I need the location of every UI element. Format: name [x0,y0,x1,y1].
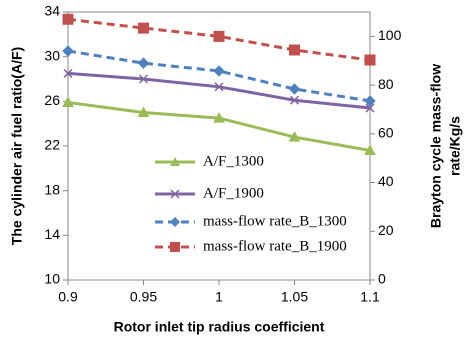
marker [63,68,73,78]
marker [364,54,376,66]
y-tick-label: 30 [44,47,60,63]
series-line [67,100,371,152]
marker [138,22,149,34]
legend-label: mass-flow rate_B_1900 [203,238,347,254]
y-tick-label: 22 [44,137,60,153]
legend-marker [170,242,180,252]
y2-tick-label: 60 [378,125,394,141]
marker [62,13,74,25]
x-tick-label: 1 [215,289,223,305]
marker [289,44,300,56]
legend-marker [170,217,180,227]
x-axis-title: Rotor inlet tip radius coefficient [114,319,325,335]
x-tick-label: 1.1 [360,289,380,305]
marker [288,83,301,95]
marker [288,131,301,142]
y-tick-label: 34 [44,3,60,19]
y2-axis-title: rate/Kg/s [447,116,463,176]
x-tick-label: 0.9 [58,289,78,305]
y2-axis-title: Brayton cycle mass-flow [428,64,444,228]
marker [213,112,225,123]
y-axis-title: The cylinder air fuel ratio(A/F) [9,47,25,245]
legend-label: mass-flow rate_B_1300 [203,213,347,229]
y2-tick-label: 20 [378,222,394,238]
marker [289,95,300,105]
y2-tick-label: 80 [378,76,394,92]
legend-label: A/F_1900 [203,185,264,201]
series-line [67,17,371,62]
y2-tick-label: 0 [378,271,386,287]
marker [62,96,74,107]
y2-tick-label: 40 [378,173,394,189]
y2-tick-label: 100 [378,27,402,43]
marker [138,74,149,84]
marker [214,82,224,92]
marker [364,95,376,107]
marker [213,65,225,77]
x-tick-label: 1.05 [281,289,308,305]
marker [213,30,225,42]
marker [62,45,74,57]
y-tick-label: 10 [44,271,60,287]
y-tick-label: 18 [44,181,60,197]
marker [364,144,376,155]
x-tick-label: 0.95 [130,289,157,305]
series-line [67,71,371,110]
legend-label: A/F_1300 [203,153,264,169]
marker [365,103,375,113]
y-tick-label: 26 [44,92,60,108]
marker [137,106,150,117]
legend-marker [170,189,180,199]
legend-marker [170,157,180,166]
marker [137,57,150,69]
y-tick-label: 14 [44,226,60,242]
